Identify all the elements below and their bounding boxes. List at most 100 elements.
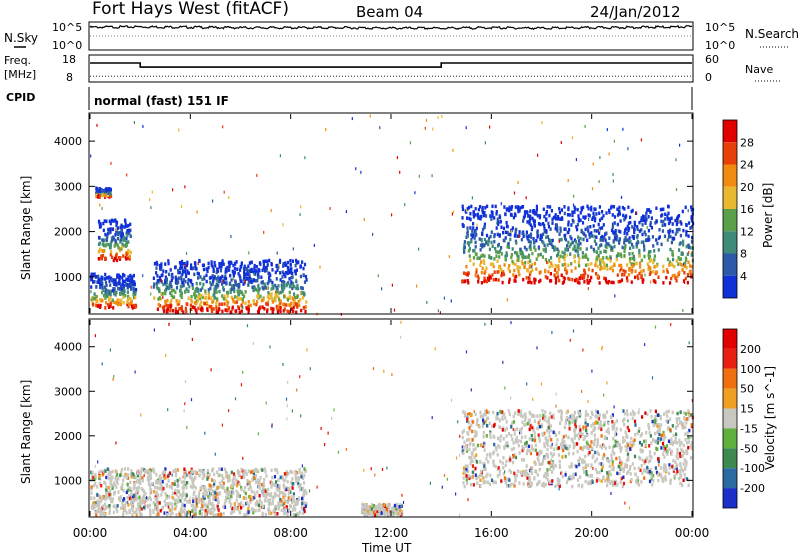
heatmap-cell <box>683 458 686 462</box>
heatmap-cell <box>521 448 524 453</box>
heatmap-cell <box>690 264 693 269</box>
heatmap-cell <box>641 458 644 463</box>
heatmap-cell <box>595 457 598 461</box>
heatmap-cell <box>536 452 539 456</box>
heatmap-cell <box>111 499 114 504</box>
heatmap-cell <box>216 269 220 273</box>
heatmap-cell <box>293 284 296 289</box>
heatmap-cell <box>168 286 171 290</box>
heatmap-cell <box>300 487 303 491</box>
heatmap-cell <box>282 302 285 307</box>
heatmap-cell <box>463 243 466 247</box>
heatmap-cell <box>112 287 115 292</box>
heatmap-cell <box>174 307 177 311</box>
heatmap-cell <box>121 272 125 277</box>
heatmap-cell <box>299 274 302 279</box>
heatmap-cell <box>274 293 277 298</box>
heatmap-cell <box>185 495 188 500</box>
heatmap-cell <box>566 269 569 273</box>
heatmap-cell <box>574 240 577 244</box>
heatmap-cell <box>230 502 233 506</box>
heatmap-cell <box>234 506 237 510</box>
heatmap-cell <box>191 509 194 513</box>
heatmap-cell <box>499 459 502 464</box>
heatmap-cell <box>182 480 186 484</box>
heatmap-cell <box>666 238 669 242</box>
heatmap-cell <box>573 259 576 264</box>
heatmap-cell <box>274 283 277 288</box>
heatmap-cell <box>586 442 589 447</box>
heatmap-cell <box>481 424 484 428</box>
heatmap-cell <box>221 479 224 483</box>
heatmap-cell <box>288 277 291 281</box>
heatmap-cell <box>235 300 238 304</box>
heatmap-cell <box>160 273 163 278</box>
heatmap-cell <box>104 296 107 300</box>
heatmap-cell <box>588 232 591 236</box>
heatmap-cell <box>601 226 604 230</box>
heatmap-cell <box>666 420 670 424</box>
heatmap-cell <box>611 225 614 229</box>
heatmap-cell <box>485 474 488 479</box>
heatmap-cell <box>599 238 602 242</box>
heatmap-cell <box>95 294 98 299</box>
heatmap-cell <box>581 221 585 225</box>
heatmap-cell <box>136 471 139 476</box>
heatmap-cell <box>587 206 590 211</box>
heatmap-cell <box>93 477 96 482</box>
heatmap-cell <box>492 480 495 484</box>
heatmap-cell <box>525 469 528 473</box>
heatmap-cell <box>268 275 271 280</box>
heatmap-cell <box>261 280 264 284</box>
heatmap-cell <box>480 260 483 264</box>
heatmap-cell <box>578 456 581 461</box>
heatmap-cell <box>497 444 500 448</box>
heatmap-cell <box>284 494 287 498</box>
heatmap-cell <box>525 210 528 214</box>
heatmap-cell <box>633 466 636 471</box>
heatmap-cell <box>286 513 289 517</box>
heatmap-cell <box>482 467 485 471</box>
heatmap-cell <box>508 269 511 274</box>
heatmap-cell <box>278 484 281 488</box>
heatmap-cell <box>466 279 469 283</box>
heatmap-cell <box>244 301 247 305</box>
heatmap-cell <box>165 285 168 289</box>
heatmap-cell <box>155 472 158 477</box>
heatmap-cell <box>176 468 179 472</box>
heatmap-cell <box>129 278 132 283</box>
heatmap-cell <box>471 459 474 463</box>
heatmap-cell <box>289 469 292 474</box>
heatmap-cell <box>676 447 679 452</box>
heatmap-cell <box>277 308 280 312</box>
heatmap-cell <box>134 476 137 480</box>
heatmap-cell <box>599 420 602 424</box>
heatmap-cell <box>253 267 256 272</box>
heatmap-cell <box>644 215 647 219</box>
heatmap-cell <box>180 295 183 300</box>
heatmap-cell <box>623 423 626 427</box>
heatmap-cell <box>520 237 523 242</box>
heatmap-cell <box>206 477 209 481</box>
heatmap-cell <box>494 204 497 209</box>
heatmap-cell <box>483 464 486 468</box>
heatmap-cell <box>194 486 197 490</box>
heatmap-cell <box>466 412 469 417</box>
heatmap-cell <box>622 127 624 131</box>
heatmap-cell <box>109 283 112 287</box>
heatmap-cell <box>548 418 551 422</box>
heatmap-cell <box>295 303 298 307</box>
heatmap-cell <box>179 492 182 497</box>
heatmap-cell <box>271 284 274 288</box>
heatmap-cell <box>279 475 282 480</box>
heatmap-cell <box>590 474 593 478</box>
heatmap-cell <box>564 233 567 238</box>
heatmap-cell <box>118 278 121 283</box>
heatmap-cell <box>669 262 673 266</box>
heatmap-cell <box>622 213 625 218</box>
heatmap-cell <box>461 222 464 227</box>
heatmap-cell <box>270 306 273 311</box>
heatmap-cell <box>274 468 277 472</box>
heatmap-cell <box>193 291 196 296</box>
heatmap-cell <box>133 282 136 287</box>
